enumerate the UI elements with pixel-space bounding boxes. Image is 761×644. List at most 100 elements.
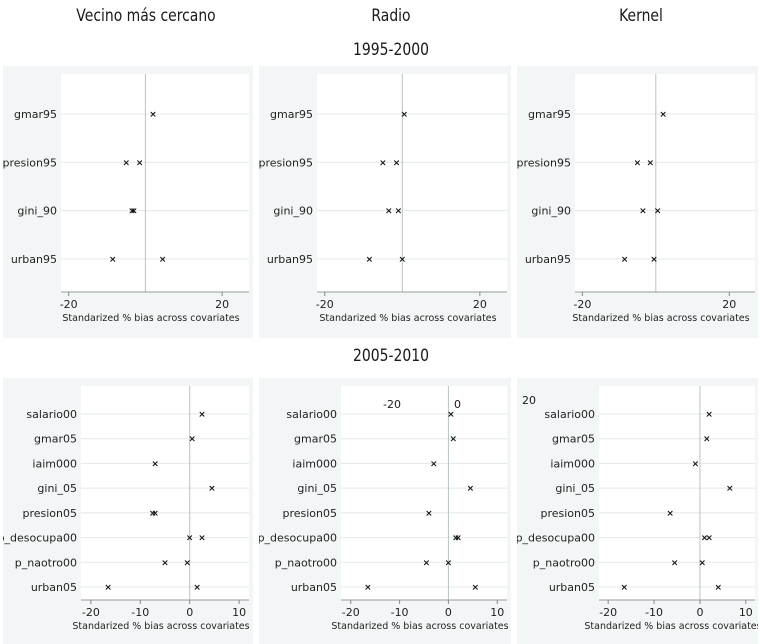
category-label: urban95 [11, 253, 57, 266]
x-tick-label: 10 [232, 606, 246, 619]
matched-point: × [445, 558, 453, 568]
category-label: urban05 [549, 581, 595, 594]
x-tick-label: -20 [342, 606, 360, 619]
unmatched-point: × [366, 255, 374, 265]
column-title-nearest-neighbor: Vecino más cercano [76, 6, 216, 26]
x-tick-label: -10 [131, 606, 149, 619]
matched-point: × [149, 110, 157, 120]
matched-point: × [183, 558, 191, 568]
category-label: gini_90 [273, 205, 313, 218]
unmatched-point: × [128, 207, 136, 217]
extra-point: × [705, 534, 713, 544]
category-label: gmar05 [552, 433, 595, 446]
matched-point: × [450, 435, 458, 445]
matched-point: × [452, 534, 460, 544]
category-label: iaim000 [550, 457, 595, 470]
x-axis-title: Standarized % bias across covariates [72, 621, 249, 632]
category-label: iaim000 [292, 457, 337, 470]
plot-area [317, 74, 507, 292]
unmatched-point: × [692, 459, 700, 469]
column-title-radius: Radio [371, 6, 411, 26]
unmatched-point: × [161, 558, 169, 568]
chart-nearest-2005: -20 -10 0 10 Standarized % bias across covar… [3, 378, 253, 644]
category-label: urban95 [525, 253, 571, 266]
matched-point: × [471, 583, 479, 593]
category-label: salario00 [544, 408, 595, 421]
chart-nearest-1995: -20 20 Standarized % bias across covariate… [3, 66, 253, 338]
matched-point: × [136, 158, 144, 168]
matched-point: × [186, 534, 194, 544]
category-label: p_naotro00 [15, 556, 77, 569]
unmatched-point: × [634, 158, 642, 168]
extra-point: × [454, 534, 462, 544]
chart-kernel-1995: -20 20 Standarized % bias across covariate… [517, 66, 758, 338]
x-axis-title: Standarized % bias across covariates [62, 313, 239, 324]
category-label: presion95 [3, 156, 57, 169]
x-tick-label: -10 [645, 606, 663, 619]
x-axis-title: Standarized % bias across covariates [319, 313, 496, 324]
period-title-2005-2010: 2005-2010 [352, 346, 429, 366]
unmatched-point: × [423, 558, 431, 568]
category-label: gmar05 [34, 433, 77, 446]
category-label: gmar95 [528, 108, 571, 121]
plot-area [599, 386, 755, 600]
category-label: gmar05 [294, 433, 337, 446]
plot-area [81, 386, 249, 600]
x-tick-label: -20 [82, 606, 100, 619]
category-label: urban95 [267, 253, 313, 266]
matched-point: × [654, 207, 662, 217]
matched-point: × [726, 484, 734, 494]
matched-point: × [650, 255, 658, 265]
category-label: gini_05 [37, 482, 77, 495]
category-label: iaim000 [32, 457, 77, 470]
category-label: gini_05 [555, 482, 595, 495]
x-tick-label: 0 [186, 606, 193, 619]
x-tick-label: 20 [473, 298, 487, 311]
unmatched-point: × [104, 583, 112, 593]
panel-kernel-1995: -20 20 Standarized % bias across covariate… [517, 66, 758, 338]
unmatched-point: × [620, 583, 628, 593]
category-label: p_desocupa00 [517, 532, 595, 545]
category-label: presion95 [517, 156, 571, 169]
panel-kernel-2005: -20 -10 0 10 Standarized % bias across covar… [517, 378, 758, 644]
plot-area [575, 74, 755, 292]
unmatched-point: × [379, 158, 387, 168]
unmatched-point: × [671, 558, 679, 568]
category-label: urban05 [291, 581, 337, 594]
category-label: gmar95 [270, 108, 313, 121]
x-tick-label: 0 [445, 606, 452, 619]
unmatched-point: × [151, 509, 159, 519]
stray-label-zero: 0 [454, 398, 461, 411]
matched-point: × [393, 158, 401, 168]
x-tick-label: 10 [490, 606, 504, 619]
category-label: presion05 [282, 507, 337, 520]
matched-point: × [198, 410, 206, 420]
x-tick-label: -20 [316, 298, 334, 311]
matched-point: × [193, 583, 201, 593]
x-tick-label: -10 [391, 606, 409, 619]
matched-point: × [703, 435, 711, 445]
matched-point: × [400, 110, 408, 120]
column-title-kernel: Kernel [619, 6, 663, 26]
matched-point: × [395, 207, 403, 217]
x-axis-title: Standarized % bias across covariates [572, 313, 749, 324]
matched-point: × [447, 410, 455, 420]
matched-point: × [715, 583, 723, 593]
plot-area [341, 386, 507, 600]
category-label: urban05 [31, 581, 77, 594]
category-label: salario00 [286, 408, 337, 421]
panel-radius-2005: -20 -10 0 10 Standarized % bias across covar… [259, 378, 511, 644]
extra-point: × [198, 534, 206, 544]
panel-radius-1995: -20 20 Standarized % bias across covariate… [259, 66, 511, 338]
unmatched-point: × [430, 459, 438, 469]
matched-point: × [188, 435, 196, 445]
x-tick-label: 10 [739, 606, 753, 619]
category-label: gini_90 [17, 205, 57, 218]
x-tick-label: -20 [60, 298, 78, 311]
panel-nearest-1995: -20 20 Standarized % bias across covariate… [3, 66, 253, 338]
unmatched-point: × [109, 255, 117, 265]
unmatched-point: × [364, 583, 372, 593]
unmatched-point: × [666, 509, 674, 519]
matched-point: × [149, 509, 157, 519]
matched-point: × [467, 484, 475, 494]
